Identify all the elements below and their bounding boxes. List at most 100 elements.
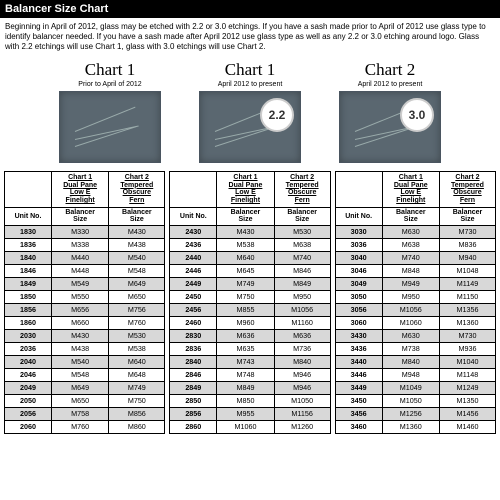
chart2-size: M636: [274, 329, 330, 342]
chart-block-2: Chart 1 April 2012 to present 2.2: [190, 60, 310, 163]
chart-image-3: 3.0: [339, 91, 441, 163]
unit-no: 3036: [335, 238, 382, 251]
chart1-size: M636: [217, 329, 274, 342]
unit-no: 1836: [5, 238, 52, 251]
unit-no: 2836: [170, 342, 217, 355]
unit-no: 1830: [5, 225, 52, 238]
unit-no: 2846: [170, 368, 217, 381]
unit-no: 3430: [335, 329, 382, 342]
unit-no: 2856: [170, 407, 217, 420]
chart1-size: M848: [382, 264, 439, 277]
chart2-size: M946: [274, 381, 330, 394]
chart2-size: M940: [439, 251, 495, 264]
badge-2-2: 2.2: [260, 98, 294, 132]
chart2-size: M860: [109, 420, 165, 433]
chart-block-1: Chart 1 Prior to April of 2012: [50, 60, 170, 163]
chart1-size: M430: [51, 329, 108, 342]
unit-no: 2430: [170, 225, 217, 238]
title-bar: Balancer Size Chart: [0, 0, 500, 18]
chart2-size: M856: [109, 407, 165, 420]
unit-no: 1840: [5, 251, 52, 264]
chart-sub: April 2012 to present: [190, 81, 310, 88]
chart2-size: M1048: [439, 264, 495, 277]
chart1-size: M738: [382, 342, 439, 355]
chart1-size: M750: [217, 290, 274, 303]
chart2-size: M1356: [439, 303, 495, 316]
unit-no: 2840: [170, 355, 217, 368]
chart1-size: M949: [382, 277, 439, 290]
chart2-size: M760: [109, 316, 165, 329]
unit-no: 3056: [335, 303, 382, 316]
chart2-size: M648: [109, 368, 165, 381]
chart1-size: M650: [51, 394, 108, 407]
chart2-size: M1150: [439, 290, 495, 303]
chart1-size: M1360: [382, 420, 439, 433]
chart1-size: M660: [51, 316, 108, 329]
chart1-size: M538: [217, 238, 274, 251]
chart2-size: M530: [109, 329, 165, 342]
chart2-size: M1350: [439, 394, 495, 407]
chart1-size: M550: [51, 290, 108, 303]
chart2-size: M1156: [274, 407, 330, 420]
chart1-size: M635: [217, 342, 274, 355]
balancer-table-2: Chart 1Dual PaneLow EFinelightChart 2Tem…: [169, 171, 330, 434]
chart1-size: M448: [51, 264, 108, 277]
chart2-size: M538: [109, 342, 165, 355]
chart2-size: M1148: [439, 368, 495, 381]
chart1-size: M440: [51, 251, 108, 264]
chart1-size: M960: [217, 316, 274, 329]
unit-no: 3040: [335, 251, 382, 264]
unit-no: 3060: [335, 316, 382, 329]
unit-no: 1860: [5, 316, 52, 329]
unit-no: 1850: [5, 290, 52, 303]
unit-no: 2850: [170, 394, 217, 407]
chart1-size: M338: [51, 238, 108, 251]
unit-no: 1856: [5, 303, 52, 316]
unit-no: 2046: [5, 368, 52, 381]
unit-no: 2049: [5, 381, 52, 394]
chart2-size: M1260: [274, 420, 330, 433]
chart2-size: M438: [109, 238, 165, 251]
chart2-size: M756: [109, 303, 165, 316]
unit-no: 2436: [170, 238, 217, 251]
chart1-size: M1060: [217, 420, 274, 433]
unit-no: 3446: [335, 368, 382, 381]
chart2-size: M1160: [274, 316, 330, 329]
chart2-size: M1050: [274, 394, 330, 407]
chart-sub: April 2012 to present: [330, 81, 450, 88]
chart1-size: M656: [51, 303, 108, 316]
charts-row: Chart 1 Prior to April of 2012 Chart 1 A…: [0, 60, 500, 163]
unit-no: 2040: [5, 355, 52, 368]
chart2-size: M640: [109, 355, 165, 368]
chart-image-2: 2.2: [199, 91, 301, 163]
chart1-size: M1049: [382, 381, 439, 394]
unit-no: 3440: [335, 355, 382, 368]
unit-no: 2849: [170, 381, 217, 394]
chart1-size: M850: [217, 394, 274, 407]
chart2-size: M730: [439, 225, 495, 238]
chart1-size: M950: [382, 290, 439, 303]
chart1-size: M1056: [382, 303, 439, 316]
chart1-size: M760: [51, 420, 108, 433]
chart2-size: M540: [109, 251, 165, 264]
unit-no: 2060: [5, 420, 52, 433]
chart1-size: M548: [51, 368, 108, 381]
unit-no: 3046: [335, 264, 382, 277]
chart2-size: M1040: [439, 355, 495, 368]
unit-no: 1846: [5, 264, 52, 277]
chart1-size: M1050: [382, 394, 439, 407]
chart1-size: M540: [51, 355, 108, 368]
chart1-size: M630: [382, 225, 439, 238]
chart1-size: M955: [217, 407, 274, 420]
chart1-size: M740: [382, 251, 439, 264]
chart2-size: M849: [274, 277, 330, 290]
chart1-size: M749: [217, 277, 274, 290]
chart2-size: M730: [439, 329, 495, 342]
balancer-table-3: Chart 1Dual PaneLow EFinelightChart 2Tem…: [335, 171, 496, 434]
chart1-size: M549: [51, 277, 108, 290]
chart2-size: M749: [109, 381, 165, 394]
chart1-size: M1256: [382, 407, 439, 420]
unit-no: 2056: [5, 407, 52, 420]
chart1-size: M645: [217, 264, 274, 277]
unit-no: 2030: [5, 329, 52, 342]
